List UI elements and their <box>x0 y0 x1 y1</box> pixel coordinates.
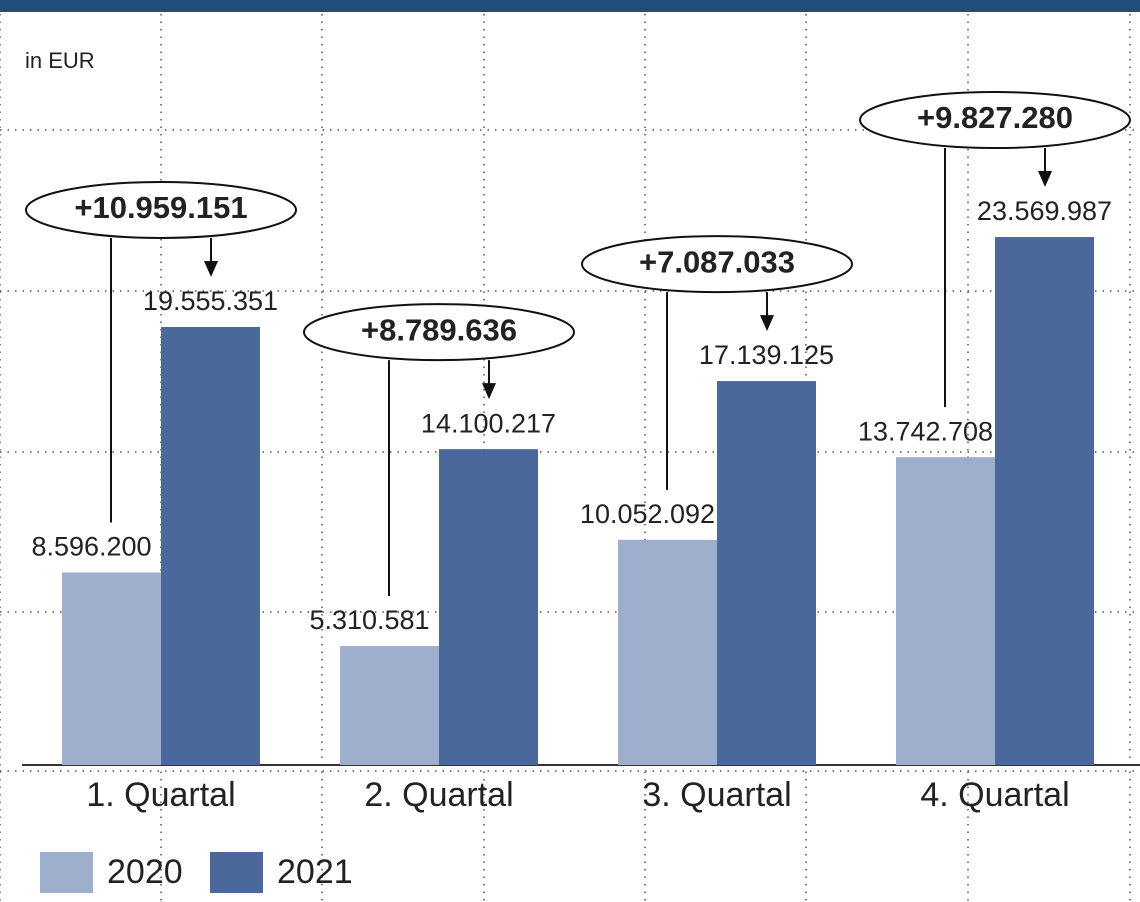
data-label: 5.310.581 <box>309 605 429 635</box>
annotation: +10.959.151 <box>74 190 247 225</box>
annotation-ellipse <box>859 91 1131 150</box>
legend-swatch <box>40 852 93 893</box>
annotation: +7.087.033 <box>639 244 795 279</box>
x-tick-label: 3. Quartal <box>642 776 791 814</box>
data-label: 14.100.217 <box>421 408 556 438</box>
x-tick-label: 1. Quartal <box>86 776 235 814</box>
annotation-ellipse <box>25 180 297 239</box>
top-band <box>0 0 1140 12</box>
data-label: 23.569.987 <box>977 196 1112 226</box>
subtitle: in EUR <box>25 48 95 73</box>
annotation-ellipse <box>581 235 853 294</box>
bar <box>439 449 538 765</box>
bar <box>62 572 161 765</box>
data-label: 8.596.200 <box>31 532 151 562</box>
bar <box>161 326 260 765</box>
bar <box>717 381 816 765</box>
x-tick-label: 4. Quartal <box>920 776 1069 814</box>
data-label: 19.555.351 <box>143 286 278 316</box>
bar <box>618 539 717 765</box>
legend-label: 2021 <box>277 853 353 891</box>
annotation-ellipse <box>303 303 575 362</box>
bar <box>340 646 439 765</box>
arrow-head <box>760 315 774 332</box>
data-label: 13.742.708 <box>858 416 993 446</box>
data-label: 10.052.092 <box>580 499 715 529</box>
bar <box>995 237 1094 765</box>
legend-swatch <box>210 852 263 893</box>
x-tick-label: 2. Quartal <box>364 776 513 814</box>
annotation: +8.789.636 <box>361 312 517 347</box>
arrow-head <box>204 260 218 277</box>
arrow-head <box>482 383 496 400</box>
bar <box>896 457 995 765</box>
legend-label: 2020 <box>107 853 183 891</box>
arrow-head <box>1038 171 1052 188</box>
data-label: 17.139.125 <box>699 340 834 370</box>
annotation: +9.827.280 <box>917 100 1073 135</box>
